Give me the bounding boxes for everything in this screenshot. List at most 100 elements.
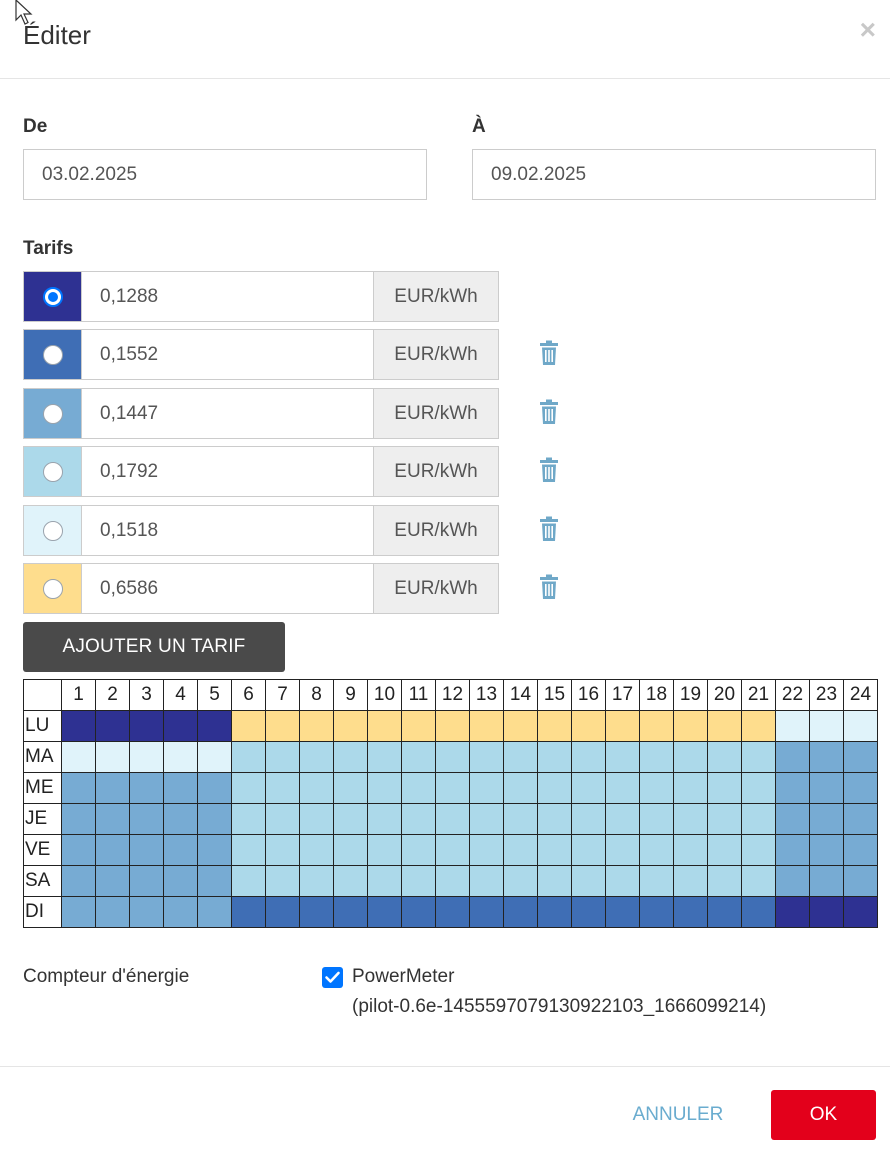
schedule-cell[interactable] [673, 865, 708, 897]
schedule-cell[interactable] [571, 772, 606, 804]
schedule-cell[interactable] [401, 865, 436, 897]
schedule-cell[interactable] [435, 834, 470, 866]
schedule-cell[interactable] [469, 896, 504, 928]
schedule-cell[interactable] [163, 896, 198, 928]
schedule-cell[interactable] [775, 865, 810, 897]
schedule-cell[interactable] [537, 896, 572, 928]
schedule-cell[interactable] [61, 710, 96, 742]
schedule-cell[interactable] [503, 896, 538, 928]
schedule-cell[interactable] [639, 865, 674, 897]
schedule-cell[interactable] [163, 710, 198, 742]
schedule-cell[interactable] [95, 710, 130, 742]
schedule-cell[interactable] [95, 772, 130, 804]
schedule-cell[interactable] [367, 896, 402, 928]
schedule-cell[interactable] [435, 896, 470, 928]
tariff-radio[interactable] [43, 404, 63, 424]
schedule-cell[interactable] [469, 772, 504, 804]
schedule-cell[interactable] [469, 710, 504, 742]
schedule-cell[interactable] [809, 710, 844, 742]
schedule-cell[interactable] [469, 834, 504, 866]
schedule-cell[interactable] [299, 865, 334, 897]
tariff-color-swatch[interactable] [23, 446, 82, 497]
from-date-input[interactable] [23, 149, 427, 200]
schedule-cell[interactable] [503, 741, 538, 773]
schedule-cell[interactable] [741, 741, 776, 773]
schedule-cell[interactable] [707, 834, 742, 866]
schedule-cell[interactable] [741, 710, 776, 742]
schedule-cell[interactable] [435, 741, 470, 773]
schedule-cell[interactable] [163, 865, 198, 897]
schedule-cell[interactable] [775, 834, 810, 866]
schedule-cell[interactable] [61, 772, 96, 804]
tariff-value-input[interactable] [81, 388, 374, 439]
schedule-cell[interactable] [673, 772, 708, 804]
schedule-cell[interactable] [741, 865, 776, 897]
schedule-cell[interactable] [333, 834, 368, 866]
schedule-cell[interactable] [401, 710, 436, 742]
tariff-color-swatch[interactable] [23, 388, 82, 439]
schedule-cell[interactable] [537, 865, 572, 897]
schedule-cell[interactable] [129, 772, 164, 804]
tariff-color-swatch[interactable] [23, 563, 82, 614]
schedule-cell[interactable] [129, 803, 164, 835]
schedule-cell[interactable] [707, 772, 742, 804]
schedule-cell[interactable] [469, 741, 504, 773]
schedule-cell[interactable] [333, 772, 368, 804]
schedule-cell[interactable] [401, 772, 436, 804]
trash-icon[interactable] [539, 574, 559, 600]
schedule-cell[interactable] [129, 710, 164, 742]
schedule-cell[interactable] [605, 896, 640, 928]
schedule-cell[interactable] [129, 896, 164, 928]
schedule-cell[interactable] [95, 865, 130, 897]
tariff-radio[interactable] [43, 521, 63, 541]
schedule-cell[interactable] [639, 772, 674, 804]
schedule-cell[interactable] [673, 741, 708, 773]
schedule-cell[interactable] [639, 741, 674, 773]
schedule-cell[interactable] [61, 803, 96, 835]
schedule-cell[interactable] [775, 803, 810, 835]
ok-button[interactable]: OK [771, 1090, 876, 1140]
to-date-input[interactable] [472, 149, 876, 200]
schedule-cell[interactable] [299, 710, 334, 742]
schedule-cell[interactable] [401, 803, 436, 835]
schedule-cell[interactable] [605, 710, 640, 742]
powermeter-checkbox[interactable] [322, 967, 343, 988]
schedule-cell[interactable] [367, 865, 402, 897]
schedule-cell[interactable] [843, 710, 878, 742]
schedule-cell[interactable] [95, 803, 130, 835]
schedule-cell[interactable] [605, 834, 640, 866]
schedule-cell[interactable] [843, 834, 878, 866]
tariff-value-input[interactable] [81, 329, 374, 380]
schedule-cell[interactable] [605, 772, 640, 804]
tariff-value-input[interactable] [81, 505, 374, 556]
schedule-cell[interactable] [61, 865, 96, 897]
schedule-cell[interactable] [435, 865, 470, 897]
schedule-cell[interactable] [571, 803, 606, 835]
schedule-cell[interactable] [537, 772, 572, 804]
close-icon[interactable]: × [859, 14, 876, 45]
schedule-cell[interactable] [197, 803, 232, 835]
schedule-cell[interactable] [469, 865, 504, 897]
trash-icon[interactable] [539, 340, 559, 366]
schedule-cell[interactable] [707, 710, 742, 742]
schedule-cell[interactable] [333, 896, 368, 928]
schedule-cell[interactable] [299, 834, 334, 866]
tariff-value-input[interactable] [81, 271, 374, 322]
schedule-cell[interactable] [571, 865, 606, 897]
schedule-cell[interactable] [231, 741, 266, 773]
schedule-cell[interactable] [639, 710, 674, 742]
schedule-cell[interactable] [367, 772, 402, 804]
trash-icon[interactable] [539, 399, 559, 425]
schedule-cell[interactable] [299, 896, 334, 928]
schedule-cell[interactable] [673, 710, 708, 742]
schedule-cell[interactable] [503, 865, 538, 897]
tariff-radio[interactable] [43, 579, 63, 599]
schedule-cell[interactable] [673, 803, 708, 835]
schedule-cell[interactable] [61, 741, 96, 773]
schedule-cell[interactable] [129, 865, 164, 897]
schedule-cell[interactable] [571, 710, 606, 742]
schedule-cell[interactable] [741, 803, 776, 835]
schedule-cell[interactable] [163, 803, 198, 835]
schedule-cell[interactable] [809, 896, 844, 928]
schedule-cell[interactable] [265, 803, 300, 835]
